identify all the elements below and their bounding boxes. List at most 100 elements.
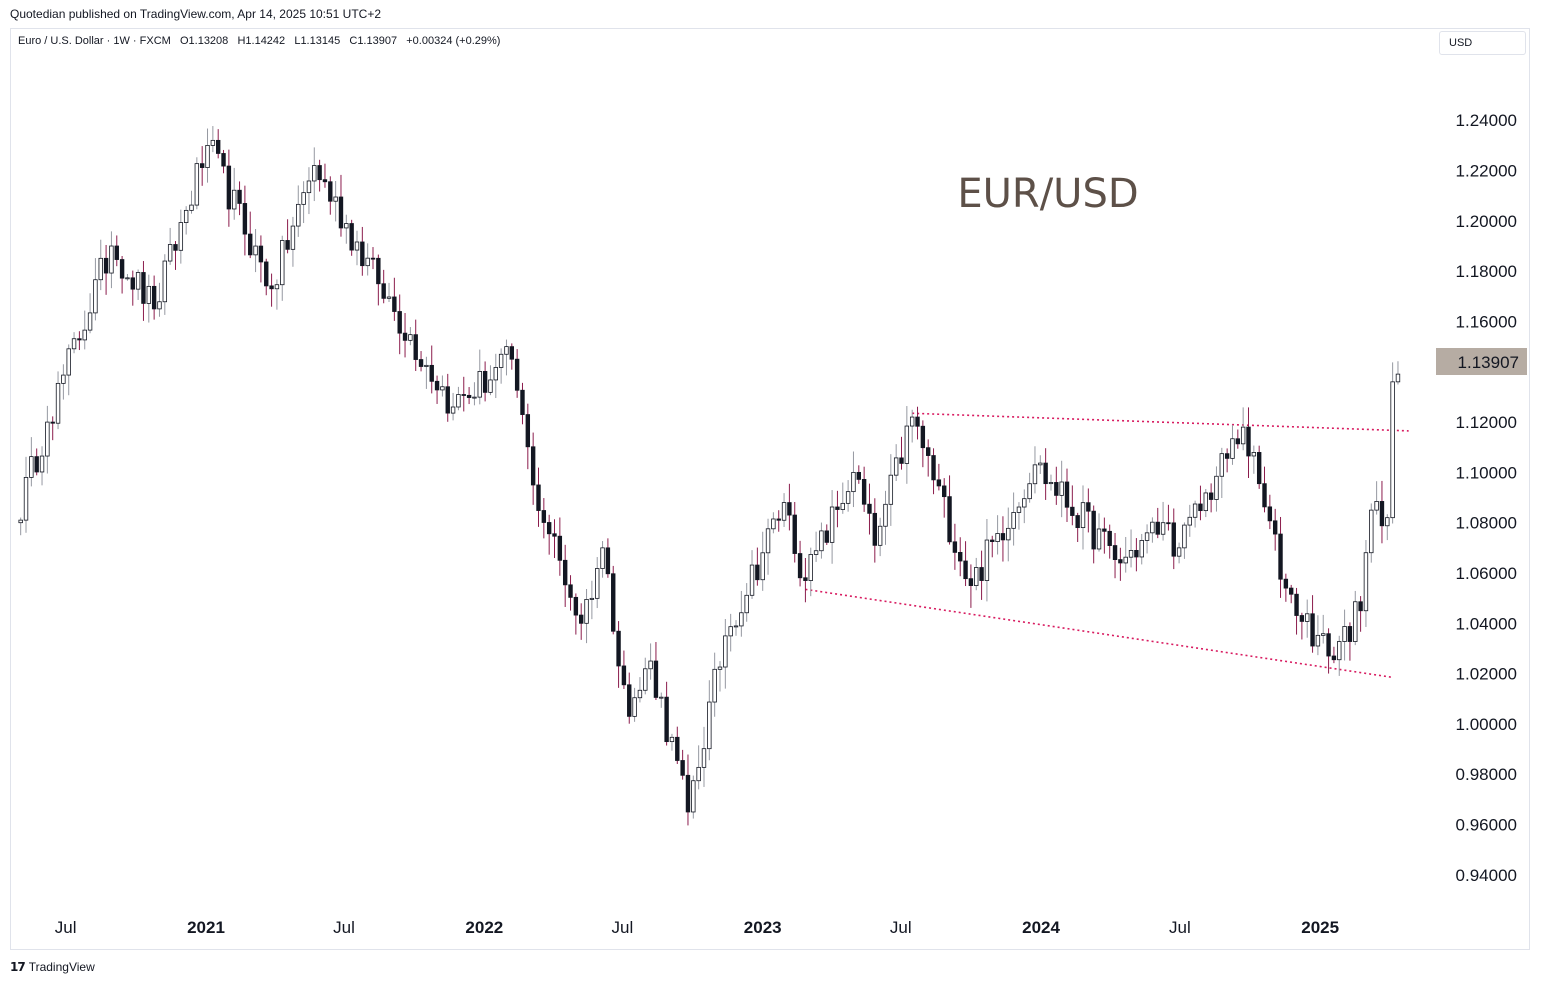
candle (50, 416, 55, 441)
candle (162, 254, 168, 315)
candle (45, 405, 50, 474)
candle-body (845, 491, 851, 504)
candle-body (1379, 501, 1385, 527)
currency-selector[interactable]: USD (1439, 31, 1526, 55)
candle (109, 231, 114, 289)
candle-body (376, 257, 381, 285)
candle (675, 726, 680, 765)
candle (189, 190, 194, 214)
candle-body (1192, 503, 1198, 518)
candle-body (162, 260, 168, 303)
candle (1363, 540, 1369, 627)
candle (637, 677, 643, 703)
candle (595, 557, 600, 609)
price-tick-label: 1.12000 (1456, 413, 1517, 432)
candle (717, 661, 723, 692)
candle (557, 517, 563, 576)
candle (1203, 488, 1208, 518)
trendline-layer (805, 412, 1409, 679)
candle (130, 270, 135, 306)
candle-body (440, 386, 445, 391)
candle (765, 518, 771, 575)
candle (1379, 480, 1385, 544)
candle (664, 681, 669, 746)
candle (466, 387, 472, 405)
candle-body (931, 455, 936, 481)
candle-body (450, 406, 456, 414)
candle (760, 531, 765, 591)
candle (1374, 481, 1379, 515)
candle (167, 227, 173, 265)
candle (995, 515, 1000, 555)
candle (632, 687, 637, 722)
candle (1337, 635, 1342, 676)
candle-body (1315, 634, 1321, 647)
candle-body (1363, 552, 1369, 612)
candle-body (808, 554, 813, 581)
candle-body (205, 144, 210, 168)
candle (146, 274, 151, 323)
candle (1134, 538, 1139, 572)
candle (226, 149, 232, 227)
candle-body (141, 272, 146, 304)
candle-body (568, 584, 573, 598)
candle-body (1043, 462, 1048, 485)
candle (739, 590, 744, 637)
candle-body (584, 599, 589, 624)
time-tick-label: 2022 (465, 918, 503, 937)
candle-body (1176, 547, 1182, 557)
candle-body (66, 348, 71, 376)
time-axis: Jul 2021 Jul 2022 Jul 2023 Jul 2024 Jul 2025 (55, 918, 1339, 937)
candle-body (942, 485, 947, 498)
candle (1096, 513, 1102, 552)
candle-body (813, 550, 819, 555)
candle (1235, 429, 1241, 449)
candle (482, 361, 488, 402)
candle-body (1144, 532, 1150, 541)
candle (568, 575, 573, 611)
candle-body (744, 594, 749, 614)
candle (1294, 587, 1299, 635)
candle (1038, 455, 1043, 474)
candle (119, 255, 125, 294)
price-tick-label: 1.08000 (1456, 514, 1517, 533)
candle-body (979, 567, 984, 581)
candle (797, 540, 803, 587)
candle (264, 258, 269, 296)
candle-body (328, 181, 333, 202)
candle-body (221, 153, 226, 167)
candle (1139, 533, 1144, 565)
candle-body (98, 257, 103, 281)
candle-body (637, 689, 643, 699)
trendline-upper[interactable] (912, 412, 1409, 432)
candle-body (1080, 502, 1086, 529)
trendline-lower[interactable] (805, 588, 1393, 679)
candle (648, 643, 653, 680)
tradingview-footer[interactable]: 17 TradingView (10, 960, 95, 974)
candle-body (226, 165, 232, 210)
candle-body (1337, 641, 1342, 661)
candle-body (1353, 601, 1358, 642)
candle (285, 219, 290, 254)
candle (344, 214, 349, 244)
candle (845, 480, 851, 512)
candle-body (1171, 522, 1176, 557)
candle-body (1240, 426, 1246, 445)
candle (296, 185, 301, 237)
candle (429, 345, 434, 394)
candle (1027, 472, 1032, 503)
candle (1347, 622, 1353, 661)
candle (1214, 466, 1219, 512)
candle (1198, 485, 1203, 521)
price-tick-label: 0.94000 (1456, 866, 1517, 885)
candle-body (93, 279, 98, 314)
candle (920, 420, 926, 468)
candle (445, 373, 450, 422)
candle-body (1198, 503, 1203, 512)
time-tick-label: 2025 (1301, 918, 1339, 937)
candle-body (1155, 521, 1160, 535)
candle (1369, 503, 1374, 563)
candle-body (733, 625, 739, 628)
candle (925, 439, 931, 477)
candle (237, 181, 242, 216)
